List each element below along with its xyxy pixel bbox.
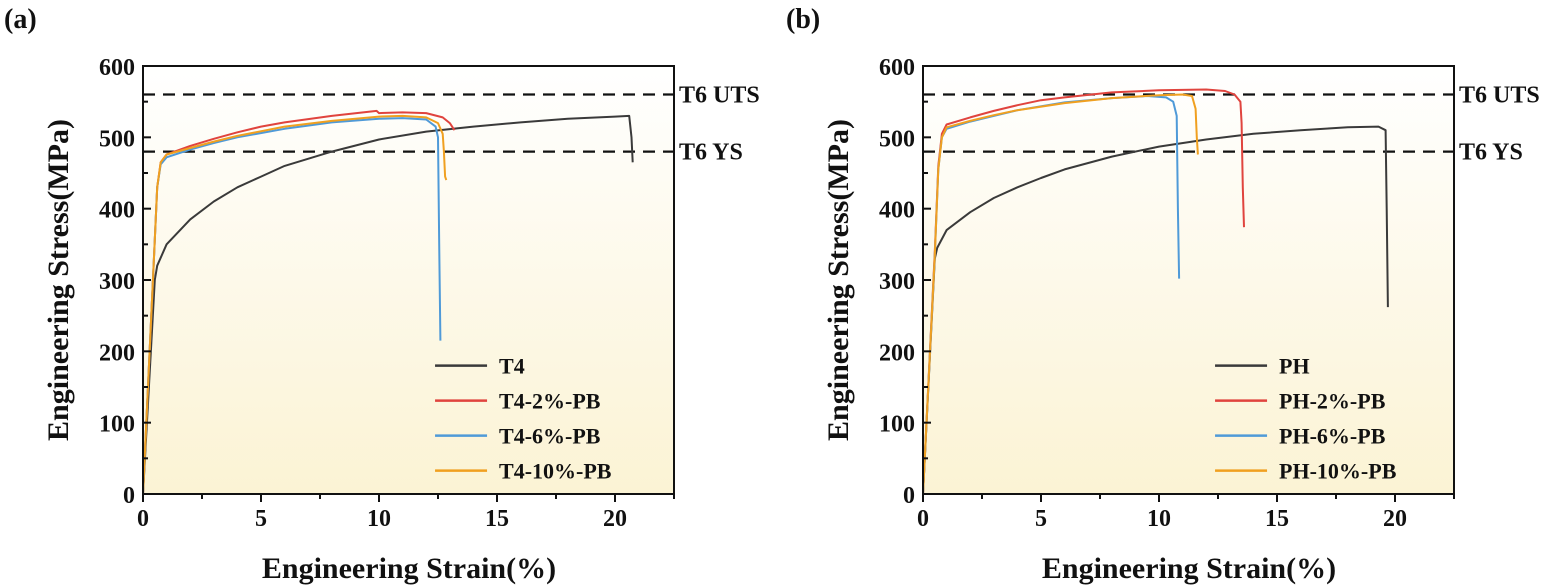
panel-b-plot-background (923, 66, 1454, 494)
x-tick-label: 15 (1265, 506, 1289, 532)
panel-b-x-axis: 0 5 10 15 20 (917, 494, 1455, 532)
reference-label-t6-ys: T6 YS (1459, 140, 1523, 166)
y-tick-label: 0 (903, 483, 915, 509)
y-tick-label: 100 (99, 412, 135, 438)
series-line-t4-10pct-pb (142, 114, 448, 495)
panel-a-y-axis: 0 100 200 300 400 500 600 (99, 55, 151, 509)
panel-b-y-axis: 0 100 200 300 400 500 600 (879, 55, 931, 509)
legend-label: T4 (499, 354, 525, 379)
reference-label-t6-uts: T6 UTS (679, 83, 760, 109)
panel-a-y-axis-title: Engineering Stress(MPa) (42, 119, 75, 441)
y-tick-label: 500 (879, 126, 915, 152)
y-tick-label: 100 (879, 412, 915, 438)
y-tick-label: 200 (99, 340, 135, 366)
y-tick-label: 300 (879, 269, 915, 295)
y-tick-label: 600 (99, 55, 135, 81)
legend-label: T4-2%-PB (499, 389, 601, 414)
y-tick-label: 300 (99, 269, 135, 295)
y-tick-label: 400 (879, 198, 915, 224)
y-tick-label: 400 (99, 198, 135, 224)
legend-label: PH-2%-PB (1279, 389, 1386, 414)
x-tick-label: 20 (603, 506, 627, 532)
series-line-t4 (142, 114, 634, 495)
x-tick-label: 5 (255, 506, 267, 532)
legend-label: PH-6%-PB (1279, 424, 1386, 449)
panel-b-legend: PH PH-2%-PB PH-6%-PB PH-10%-PB (1215, 354, 1397, 484)
y-tick-label: 500 (99, 126, 135, 152)
x-tick-label: 10 (1147, 506, 1171, 532)
panel-a-label: (a) (4, 4, 37, 35)
x-tick-label: 15 (485, 506, 509, 532)
panel-a-x-axis: 0 5 10 15 20 (137, 494, 675, 532)
panel-a-legend: T4 T4-2%-PB T4-6%-PB T4-10%-PB (435, 354, 612, 484)
x-tick-label: 5 (1035, 506, 1047, 532)
legend-label: T4-10%-PB (499, 459, 612, 484)
x-tick-label: 0 (917, 506, 929, 532)
y-tick-label: 200 (879, 340, 915, 366)
panel-b-x-axis-title: Engineering Strain(%) (1042, 552, 1336, 585)
panel-a-x-axis-title: Engineering Strain(%) (262, 552, 556, 585)
y-tick-label: 0 (123, 483, 135, 509)
panel-b-y-axis-title: Engineering Stress(MPa) (822, 119, 855, 441)
panel-b-label: (b) (786, 4, 820, 35)
panel-b-reference-labels: T6 UTS T6 YS (1459, 83, 1540, 166)
panel-b-series (922, 88, 1389, 495)
x-tick-label: 20 (1383, 506, 1407, 532)
legend-label: PH-10%-PB (1279, 459, 1397, 484)
panel-a-reference-labels: T6 UTS T6 YS (679, 83, 760, 166)
series-line-ph-2pct-pb (922, 88, 1245, 495)
series-line-ph-10pct-pb (922, 93, 1199, 495)
series-line-ph (922, 125, 1389, 495)
x-tick-label: 0 (137, 506, 149, 532)
panel-a-reference-lines (143, 93, 674, 153)
reference-label-t6-uts: T6 UTS (1459, 83, 1540, 109)
reference-label-t6-ys: T6 YS (679, 140, 743, 166)
y-tick-label: 600 (879, 55, 915, 81)
panel-a-series (142, 109, 634, 495)
x-tick-label: 10 (367, 506, 391, 532)
legend-label: PH (1279, 354, 1310, 379)
legend-label: T4-6%-PB (499, 424, 601, 449)
